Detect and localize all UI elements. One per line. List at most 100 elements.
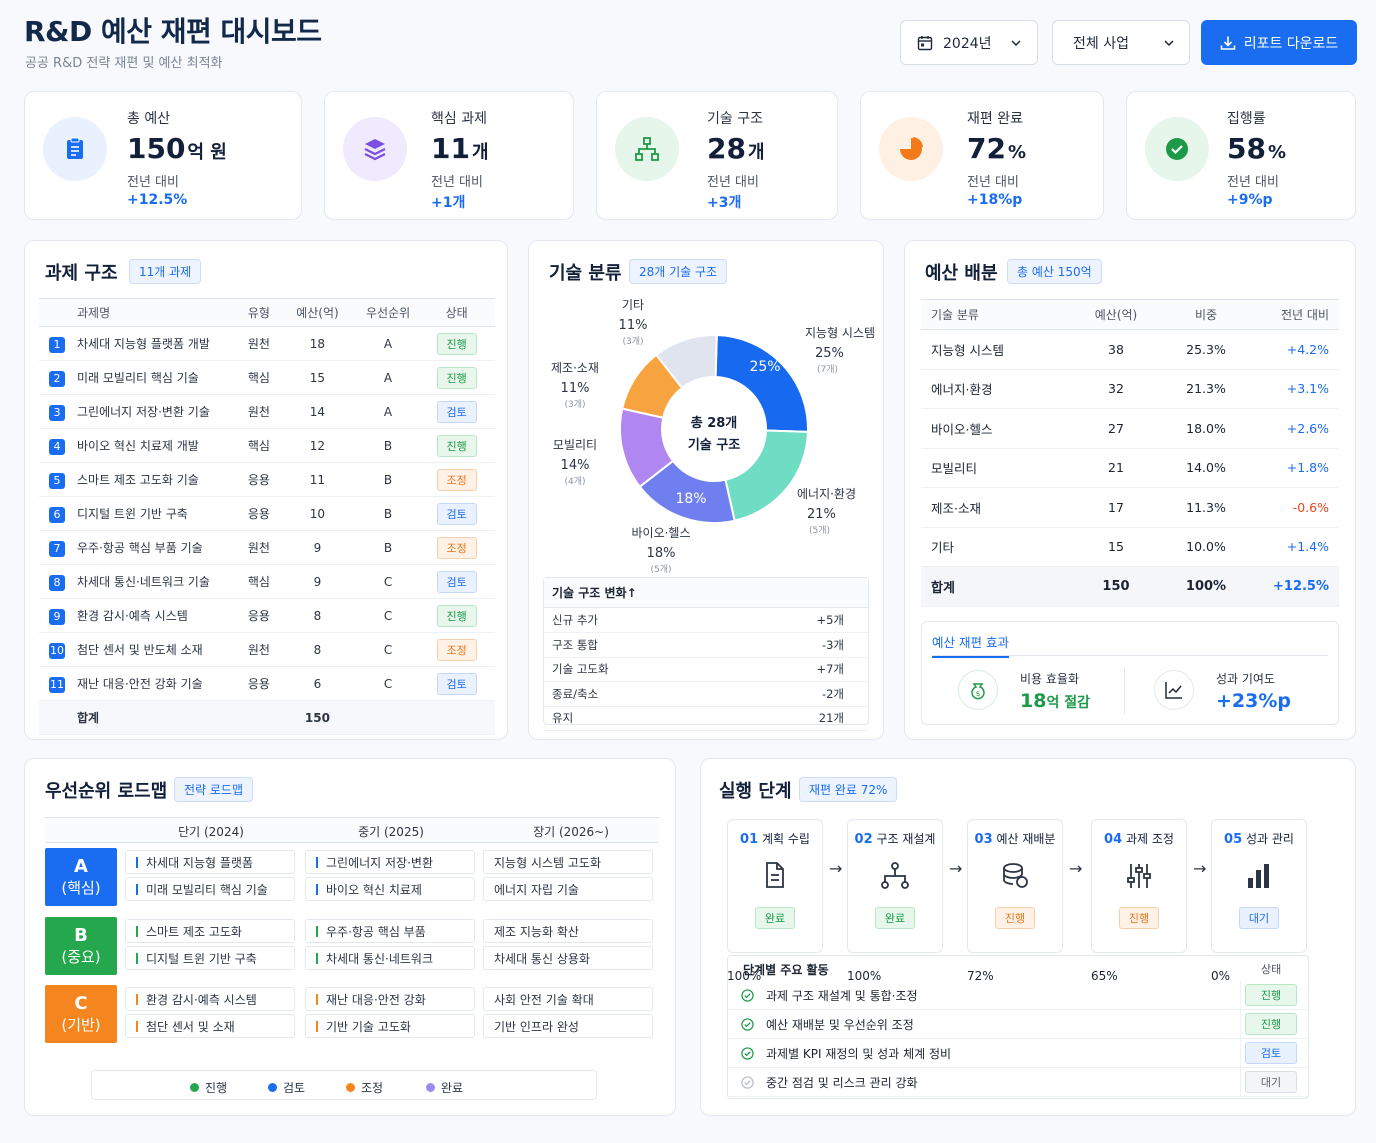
budget-allocation-title: 예산 배분: [925, 263, 998, 284]
project-structure-card: 과제 구조 11개 과제 과제명 유형 예산(억) 우선순위 상태 1 차세대 지…: [24, 240, 508, 740]
project-type: 응용: [240, 598, 278, 633]
table-row[interactable]: 제조·소재 17 11.3% -0.6%: [921, 487, 1339, 528]
roadmap-item[interactable]: 제조 지능화 확산: [483, 919, 653, 943]
project-name: 환경 감시·예측 시스템: [77, 608, 188, 623]
budget-category: 바이오·헬스: [921, 408, 1071, 449]
change-label: 종료/축소: [544, 681, 725, 707]
activity-row[interactable]: 과제 구조 재설계 및 통합·조정 진행: [729, 980, 1309, 1010]
hierarchy-icon: [615, 117, 679, 181]
stage-card[interactable]: 02 구조 재설계 완료: [847, 819, 943, 953]
activity-status-badge: 검토: [1245, 1042, 1297, 1064]
table-row[interactable]: 바이오·헬스 27 18.0% +2.6%: [921, 408, 1339, 449]
row-number: 4: [49, 438, 65, 455]
roadmap-item[interactable]: 첨단 센서 및 소재: [125, 1014, 295, 1038]
donut-slice[interactable]: [654, 334, 718, 390]
roadmap-item[interactable]: 스마트 제조 고도화: [125, 919, 295, 943]
roadmap-item[interactable]: 차세대 통신·네트워크: [305, 946, 475, 970]
roadmap-item[interactable]: 디지털 트윈 기반 구축: [125, 946, 295, 970]
stage-number: 04: [1104, 832, 1123, 847]
change-value: +7개: [724, 657, 868, 682]
roadmap-item[interactable]: 그린에너지 저장·변환: [305, 850, 475, 874]
legend-item: 진행: [190, 1079, 227, 1096]
total-amount: 150: [1071, 566, 1161, 607]
project-priority: A: [357, 394, 419, 429]
slice-inner-percent: 18%: [675, 491, 706, 507]
change-label: 유지: [544, 706, 725, 731]
roadmap-item[interactable]: 차세대 지능형 플랫폼: [125, 850, 295, 874]
roadmap-item[interactable]: 사회 안전 기술 확대: [483, 987, 653, 1011]
roadmap-item[interactable]: 미래 모빌리티 핵심 기술: [125, 877, 295, 901]
roadmap-item[interactable]: 기반 기술 고도화: [305, 1014, 475, 1038]
scope-select[interactable]: 전체 사업: [1052, 20, 1190, 65]
stage-card[interactable]: 04 과제 조정 진행: [1091, 819, 1187, 953]
stage-card[interactable]: 03 예산 재배분 진행: [967, 819, 1063, 953]
project-name: 재난 대응·안전 강화 기술: [77, 676, 203, 691]
change-value: -3개: [724, 632, 868, 658]
row-number: 10: [49, 642, 65, 659]
roadmap-item[interactable]: 재난 대응·안전 강화: [305, 987, 475, 1011]
slice-label: 기타: [622, 298, 644, 312]
table-row[interactable]: 8 차세대 통신·네트워크 기술 핵심 9 C 검토: [39, 564, 495, 599]
table-row[interactable]: 에너지·환경 32 21.3% +3.1%: [921, 369, 1339, 409]
slice-percent: 25%: [815, 346, 844, 361]
download-report-button[interactable]: 리포트 다운로드: [1201, 20, 1357, 65]
activity-status-header: 상태: [1261, 963, 1282, 976]
roadmap-badge: 전략 로드맵: [174, 777, 254, 802]
roadmap-item[interactable]: 기반 인프라 완성: [483, 1014, 653, 1038]
table-row[interactable]: 지능형 시스템 38 25.3% +4.2%: [921, 329, 1339, 370]
roadmap-item[interactable]: 지능형 시스템 고도화: [483, 850, 653, 874]
table-row[interactable]: 2 미래 모빌리티 핵심 기술 핵심 15 A 진행: [39, 360, 495, 395]
donut-slice[interactable]: [714, 334, 809, 433]
roadmap-item[interactable]: 에너지 자립 기술: [483, 877, 653, 901]
tech-count-badge: 28개 기술 구조: [629, 259, 728, 284]
table-row[interactable]: 10 첨단 센서 및 반도체 소재 원천 8 C 조정: [39, 632, 495, 667]
chevron-down-icon: [1010, 39, 1021, 46]
table-row[interactable]: 모빌리티 21 14.0% +1.8%: [921, 448, 1339, 488]
activity-row[interactable]: 과제별 KPI 재정의 및 성과 체계 정비 검토: [729, 1038, 1309, 1068]
roadmap-item[interactable]: 바이오 혁신 치료제: [305, 877, 475, 901]
budget-delta: -0.6%: [1251, 487, 1339, 528]
stage-card[interactable]: 01 계획 수립 완료: [727, 819, 823, 953]
change-label: 구조 통합: [544, 632, 725, 658]
roadmap-item-label: 환경 감시·예측 시스템: [146, 992, 257, 1007]
change-row: 기술 고도화 +7개: [544, 657, 868, 682]
table-row[interactable]: 3 그린에너지 저장·변환 기술 원천 14 A 검토: [39, 394, 495, 429]
table-row[interactable]: 9 환경 감시·예측 시스템 응용 8 C 진행: [39, 598, 495, 633]
activity-row[interactable]: 중간 점검 및 리스크 관리 강화 대기: [729, 1067, 1309, 1097]
project-type: 원천: [240, 394, 278, 429]
budget-amount: 27: [1071, 408, 1161, 449]
priority-code: A: [74, 855, 88, 877]
status-badge: 조정: [436, 536, 477, 559]
kpi-label: 기술 구조: [707, 111, 763, 127]
roadmap-item[interactable]: 우주·항공 핵심 부품: [305, 919, 475, 943]
table-row[interactable]: 기타 15 10.0% +1.4%: [921, 527, 1339, 567]
table-row[interactable]: 7 우주·항공 핵심 부품 기술 원천 9 B 조정: [39, 530, 495, 565]
table-row[interactable]: 4 바이오 혁신 치료제 개발 핵심 12 B 진행: [39, 428, 495, 463]
project-budget: 8: [277, 632, 358, 667]
check-circle-icon: [741, 1046, 754, 1060]
activity-text: 예산 재배분 및 우선순위 조정: [766, 1017, 914, 1032]
legend-label: 검토: [283, 1081, 306, 1095]
activity-status-badge: 대기: [1245, 1071, 1297, 1093]
roadmap-item[interactable]: 환경 감시·예측 시스템: [125, 987, 295, 1011]
stage-name: 예산 재배분: [996, 832, 1056, 846]
kpi-compare-label: 전년 대비: [1227, 175, 1279, 190]
kpi-card: 집행률 58% 전년 대비 +9%p: [1126, 91, 1356, 220]
donut-center-label: 기술 구조: [688, 438, 740, 453]
sliders-icon: [1092, 853, 1186, 899]
roadmap-item[interactable]: 차세대 통신 상용화: [483, 946, 653, 970]
arrow-right-icon: →: [1193, 859, 1207, 878]
table-row[interactable]: 5 스마트 제조 고도화 기술 응용 11 B 조정: [39, 462, 495, 497]
table-row[interactable]: 6 디지털 트윈 기반 구축 응용 10 B 검토: [39, 496, 495, 531]
stage-card[interactable]: 05 성과 관리 대기: [1211, 819, 1307, 953]
arrow-right-icon: →: [829, 859, 843, 878]
legend-dot: [346, 1083, 355, 1092]
year-select[interactable]: 2024년: [900, 20, 1038, 65]
kpi-number: 28: [707, 132, 746, 165]
legend-label: 진행: [205, 1081, 228, 1095]
table-row[interactable]: 1 차세대 지능형 플랫폼 개발 원천 18 A 진행: [39, 326, 495, 361]
budget-delta: +1.4%: [1251, 527, 1339, 567]
activity-row[interactable]: 예산 재배분 및 우선순위 조정 진행: [729, 1009, 1309, 1039]
table-row[interactable]: 11 재난 대응·안전 강화 기술 응용 6 C 검토: [39, 666, 495, 701]
stage-name: 계획 수립: [761, 832, 810, 846]
